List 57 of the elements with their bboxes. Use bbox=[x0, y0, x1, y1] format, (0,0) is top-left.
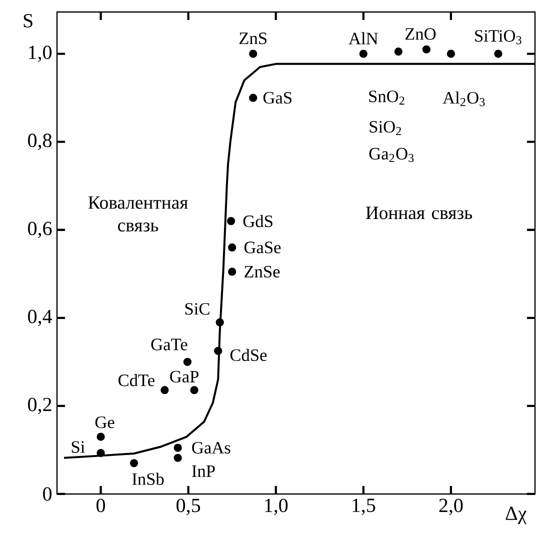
point bbox=[96, 448, 105, 458]
annotation: ZnS bbox=[239, 32, 266, 44]
point bbox=[446, 50, 456, 58]
y-tick-label: 1,0 bbox=[29, 46, 52, 62]
x-tick-label: 1,0 bbox=[265, 498, 288, 516]
annotation: Ионная связь bbox=[366, 206, 472, 220]
y-tick-label: 0,2 bbox=[28, 398, 52, 414]
annotation: CdSe bbox=[230, 348, 267, 362]
point bbox=[183, 358, 192, 366]
point bbox=[394, 48, 402, 56]
annotation: InP bbox=[192, 465, 215, 477]
point bbox=[190, 386, 198, 394]
point bbox=[249, 50, 258, 58]
point bbox=[249, 94, 258, 102]
annotation: GaSe bbox=[244, 242, 281, 254]
point bbox=[226, 217, 236, 226]
point bbox=[130, 459, 138, 468]
annotation: GdS bbox=[243, 214, 272, 228]
annotation: AlN bbox=[348, 32, 378, 44]
annotation: Ge bbox=[95, 416, 114, 428]
point bbox=[174, 444, 182, 452]
point bbox=[228, 243, 236, 252]
y-tick-label: 0 bbox=[43, 487, 52, 501]
point bbox=[216, 318, 224, 326]
annotation: SiO$_{2}$ bbox=[370, 120, 401, 135]
point bbox=[174, 454, 182, 462]
x-tick-label: 2,0 bbox=[439, 498, 463, 516]
point bbox=[422, 45, 431, 54]
point bbox=[494, 50, 502, 58]
annotation: CdTe bbox=[118, 374, 154, 386]
annotation: ZnSe bbox=[244, 266, 280, 278]
x-tick-label: 0,5 bbox=[176, 498, 200, 516]
point bbox=[228, 268, 236, 276]
x-axis-title: Δχ bbox=[506, 506, 527, 524]
annotation: GaAs bbox=[192, 442, 230, 454]
annotation: SiTiO$_{3}$ bbox=[475, 30, 522, 44]
point bbox=[214, 346, 222, 355]
annotation: Al$_{2}$O$_{3}$ bbox=[442, 91, 485, 106]
annotation: Ковалентная связь bbox=[88, 196, 188, 232]
annotation: GaP bbox=[170, 370, 199, 382]
y-tick-label: 0,4 bbox=[28, 310, 52, 326]
annotation: Si bbox=[72, 441, 85, 453]
point bbox=[160, 386, 169, 394]
annotation: SiC bbox=[185, 303, 210, 315]
point bbox=[359, 50, 368, 58]
y-tick-label: 0,6 bbox=[28, 222, 52, 238]
x-tick-label: 1,5 bbox=[352, 498, 376, 515]
y-axis-title: S bbox=[24, 14, 32, 28]
annotation: ZnO bbox=[405, 28, 436, 40]
annotation: InSb bbox=[132, 472, 164, 485]
x-tick-label: 0 bbox=[96, 498, 106, 512]
annotation: GaS bbox=[263, 92, 292, 104]
point bbox=[96, 432, 105, 441]
annotation: SnO$_{2}$ bbox=[369, 90, 404, 105]
annotation: GaTe bbox=[151, 338, 188, 350]
annotation: Ga$_{2}$O$_{3}$ bbox=[369, 148, 414, 162]
y-tick-label: 0,8 bbox=[28, 134, 52, 150]
